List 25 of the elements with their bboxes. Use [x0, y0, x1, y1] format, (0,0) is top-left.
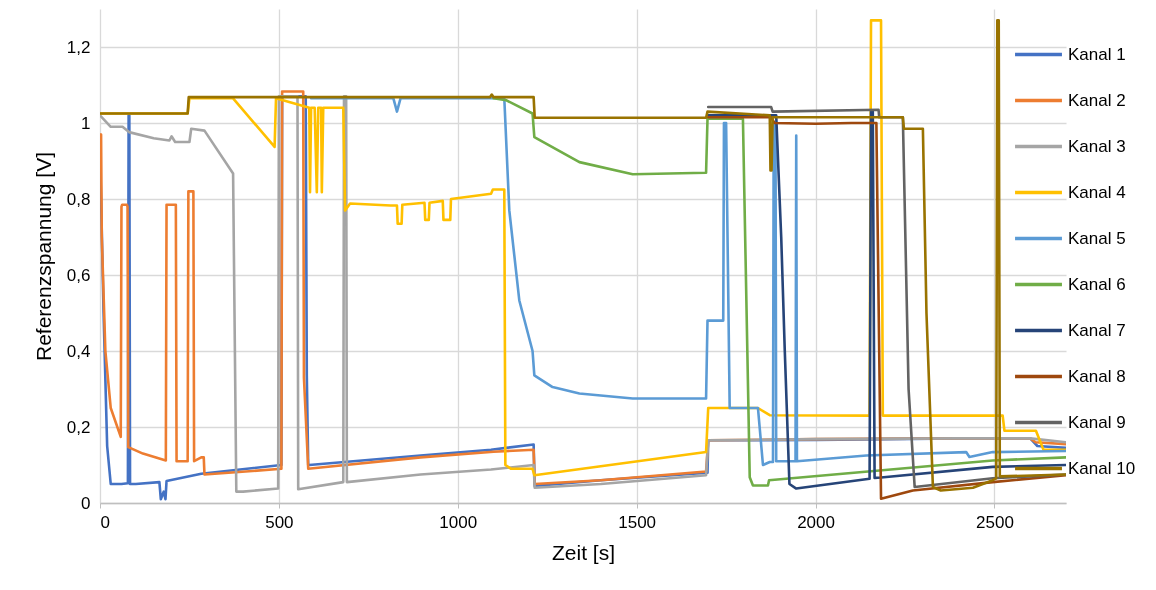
- legend-label: Kanal 2: [1068, 90, 1126, 110]
- y-tick-label: 0,4: [66, 341, 91, 361]
- x-tick-label: 2500: [976, 512, 1014, 532]
- legend-label: Kanal 6: [1068, 274, 1126, 294]
- x-tick-label: 500: [265, 512, 294, 532]
- legend-label: Kanal 5: [1068, 228, 1126, 248]
- legend-label: Kanal 3: [1068, 136, 1126, 156]
- legend-label: Kanal 8: [1068, 366, 1126, 386]
- y-tick-label: 1,2: [66, 37, 91, 57]
- y-tick-label: 0,8: [66, 189, 91, 209]
- x-tick-label: 2000: [797, 512, 835, 532]
- legend-label: Kanal 4: [1068, 182, 1126, 202]
- legend-label: Kanal 7: [1068, 320, 1126, 340]
- y-tick-label: 0: [81, 493, 91, 513]
- x-tick-label: 0: [100, 512, 110, 532]
- y-tick-label: 0,6: [66, 265, 91, 285]
- y-axis-title: Referenzspannung [V]: [31, 152, 55, 361]
- legend-label: Kanal 1: [1068, 44, 1126, 64]
- legend-label: Kanal 10: [1068, 458, 1136, 478]
- x-tick-label: 1000: [439, 512, 478, 532]
- x-axis-title: Zeit [s]: [551, 540, 616, 564]
- legend-label: Kanal 9: [1068, 412, 1126, 432]
- x-tick-label: 1500: [618, 512, 657, 532]
- y-tick-label: 0,2: [66, 417, 91, 437]
- y-tick-label: 1: [81, 113, 91, 133]
